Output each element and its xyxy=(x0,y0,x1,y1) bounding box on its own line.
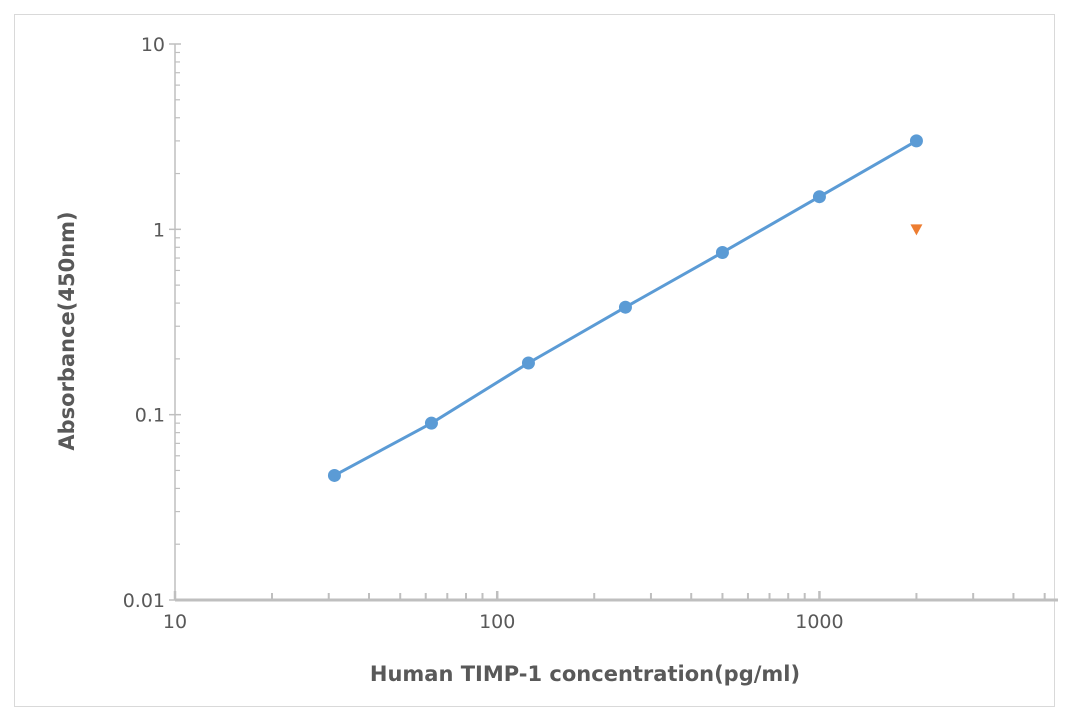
y-tick-label: 0.01 xyxy=(123,590,165,612)
data-point xyxy=(521,356,535,370)
series-layer xyxy=(327,134,923,482)
data-point xyxy=(909,134,923,148)
y-axis: 10 1 0.1 0.01 xyxy=(123,34,181,612)
data-point xyxy=(327,468,341,482)
data-point xyxy=(910,224,923,236)
data-point xyxy=(812,190,826,204)
y-tick-label: 1 xyxy=(153,219,165,241)
data-point xyxy=(715,245,729,259)
y-tick-label: 0.1 xyxy=(135,405,165,427)
y-axis-title: Absorbance(450nm) xyxy=(55,211,79,450)
x-axis: 10 100 1000 xyxy=(163,591,1058,633)
data-point xyxy=(618,300,632,314)
y-tick-label: 10 xyxy=(141,34,165,56)
series-1 xyxy=(910,224,923,236)
data-point xyxy=(424,416,438,430)
chart-frame xyxy=(14,14,1055,707)
x-tick-label: 1000 xyxy=(795,611,843,633)
series-0 xyxy=(327,134,923,482)
x-tick-label: 100 xyxy=(479,611,515,633)
x-tick-label: 10 xyxy=(163,611,187,633)
x-axis-title: Human TIMP-1 concentration(pg/ml) xyxy=(370,662,800,686)
